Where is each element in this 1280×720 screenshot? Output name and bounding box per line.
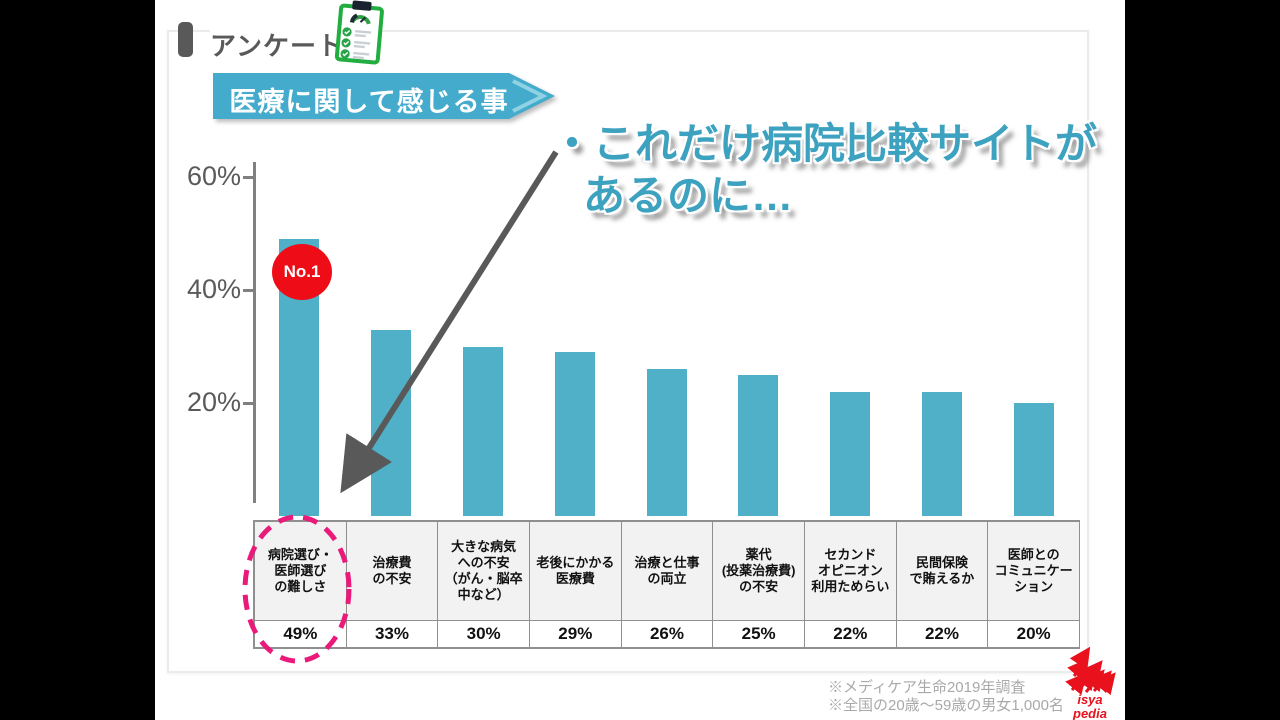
table-value-cell: 29% — [529, 621, 622, 649]
isyapedia-logo-text: isya pedia — [1064, 693, 1116, 720]
clipboard-checklist-icon — [334, 0, 384, 65]
rank-badge: No.1 — [272, 244, 332, 300]
table-header-cell: 治療と仕事 の両立 — [621, 522, 714, 621]
table-header-cell: 薬代 (投薬治療費) の不安 — [713, 522, 805, 621]
y-axis-tick — [243, 402, 253, 405]
bar — [370, 329, 411, 516]
table-value-cell: 22% — [896, 621, 989, 649]
logo-line: pedia — [1073, 706, 1107, 720]
table-value-cell: 20% — [988, 621, 1080, 649]
bar — [1014, 403, 1055, 516]
letterbox-right — [1125, 0, 1280, 720]
bar — [646, 369, 687, 516]
section-title: アンケート — [210, 26, 350, 63]
table-header-cell: 大きな病気 への不安 （がん・脳卒 中など） — [438, 522, 530, 621]
letterbox-left — [0, 0, 155, 720]
bar — [554, 352, 595, 516]
table-value-cell: 49% — [255, 621, 347, 649]
logo-line: isya — [1077, 692, 1103, 707]
bar — [738, 374, 779, 516]
bar — [830, 391, 871, 516]
y-axis-line — [253, 162, 256, 503]
y-axis-label: 40% — [186, 274, 241, 304]
table-header-cell: セカンド オピニオン 利用ためらい — [804, 522, 897, 621]
banner-arrow-shape — [213, 73, 555, 119]
table-value-cell: 30% — [438, 621, 530, 649]
table-header-cell: 老後にかかる 医療費 — [529, 522, 622, 621]
table-header-cell: 病院選び・ 医師選び の難しさ — [255, 522, 347, 621]
headline-annotation-line1: ・これだけ病院比較サイトが — [551, 120, 1098, 167]
headline-annotation-line2: あるのに… — [583, 172, 794, 219]
y-axis-tick — [243, 289, 253, 292]
table-header-cell: 民間保険 で賄えるか — [896, 522, 989, 621]
table-value-cell: 22% — [804, 621, 897, 649]
bar — [922, 391, 963, 516]
y-axis-label: 20% — [186, 387, 241, 417]
y-axis-tick — [243, 176, 253, 179]
table-header-cell: 治療費 の不安 — [346, 522, 439, 621]
bar — [462, 346, 503, 516]
footnote-line: ※メディケア生命2019年調査 — [828, 679, 1026, 696]
table-value-cell: 25% — [713, 621, 805, 649]
table-header-cell: 医師との コミュニケー ション — [988, 522, 1080, 621]
footnote-line: ※全国の20歳～59歳の男女1,000名 — [828, 697, 1064, 714]
table-value-cell: 26% — [621, 621, 714, 649]
table-value-cell: 33% — [346, 621, 439, 649]
y-axis-label: 60% — [186, 161, 241, 191]
chart-title: 医療に関して感じる事 — [229, 87, 509, 117]
data-table: 病院選び・ 医師選び の難しさ 治療費 の不安 大きな病気 への不安 （がん・脳卒 … — [253, 520, 1080, 649]
header-marker-bar — [178, 22, 193, 57]
footnotes: ※メディケア生命2019年調査 ※全国の20歳～59歳の男女1,000名 — [828, 679, 1064, 715]
